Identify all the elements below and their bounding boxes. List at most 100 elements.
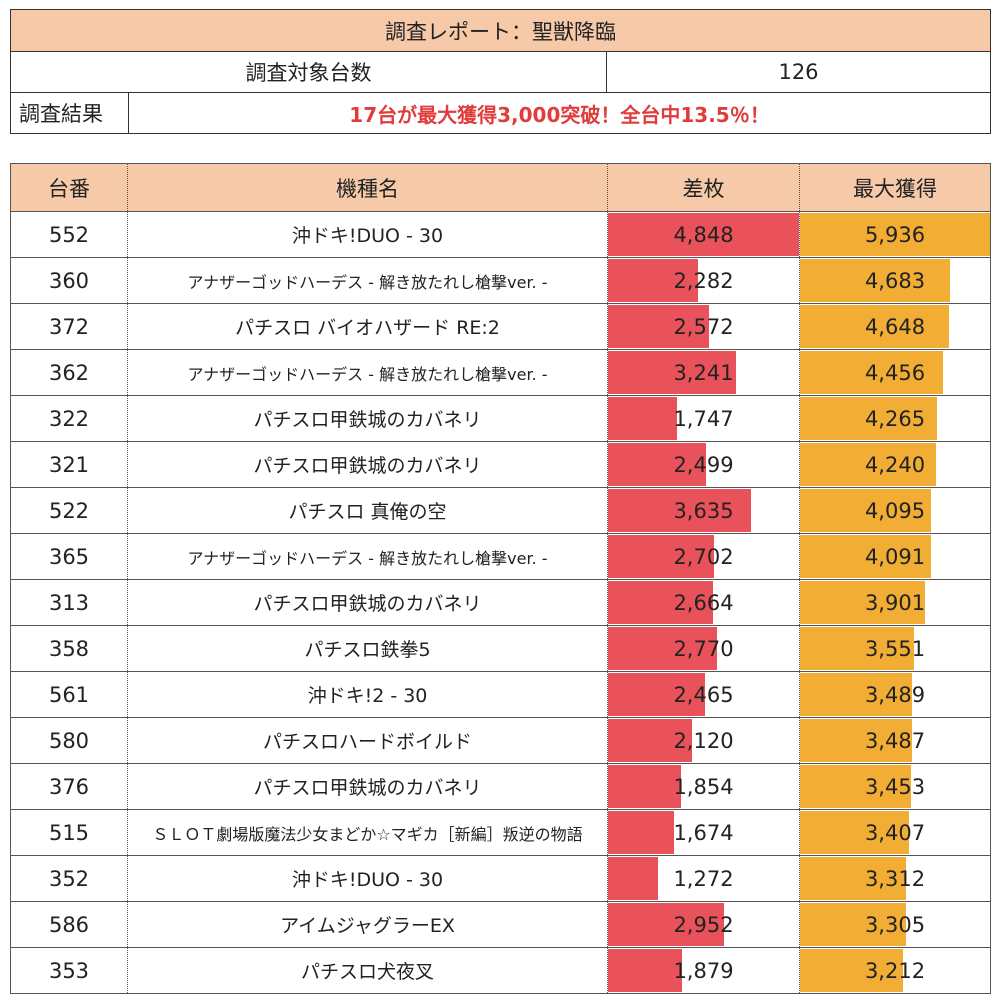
difference-value: 4,848 xyxy=(673,222,734,247)
difference-cell: 2,282 xyxy=(607,257,800,304)
difference-value: 2,499 xyxy=(673,452,734,477)
max-payout-value: 4,648 xyxy=(864,314,926,339)
max-payout-cell: 3,407 xyxy=(799,809,991,856)
difference-bar xyxy=(608,305,710,348)
difference-value: 1,272 xyxy=(673,866,734,891)
column-header-model-name: 機種名 xyxy=(127,163,608,212)
model-name: パチスロ甲鉄城のカバネリ xyxy=(127,395,608,442)
max-payout-bar xyxy=(800,489,932,532)
max-payout-bar xyxy=(800,397,937,440)
max-payout-cell: 3,212 xyxy=(799,947,991,994)
max-payout-cell: 4,648 xyxy=(799,303,991,350)
difference-bar xyxy=(608,443,707,486)
max-payout-value: 3,212 xyxy=(864,958,926,983)
max-payout-cell: 3,551 xyxy=(799,625,991,672)
max-payout-cell: 4,091 xyxy=(799,533,991,580)
model-name: アナザーゴッドハーデス - 解き放たれし槍撃ver. - xyxy=(127,349,608,396)
machine-number: 322 xyxy=(10,395,128,442)
model-name: アナザーゴッドハーデス - 解き放たれし槍撃ver. - xyxy=(127,257,608,304)
machine-number: 362 xyxy=(10,349,128,396)
ranking-header-row: 台番 機種名 差枚 最大獲得 xyxy=(10,163,991,212)
table-row: 561 沖ドキ!2 - 30 2,465 3,489 xyxy=(10,671,991,718)
report-title: 調査レポート：聖獣降臨 xyxy=(9,9,992,52)
difference-value: 2,952 xyxy=(673,912,734,937)
machine-number: 552 xyxy=(10,211,128,258)
difference-bar xyxy=(608,351,736,394)
difference-bar xyxy=(608,765,682,808)
max-payout-value: 3,305 xyxy=(864,912,926,937)
difference-bar xyxy=(608,811,674,854)
max-payout-bar xyxy=(800,213,990,256)
difference-bar xyxy=(608,627,718,670)
difference-cell: 2,770 xyxy=(607,625,800,672)
machine-number: 360 xyxy=(10,257,128,304)
difference-cell: 2,664 xyxy=(607,579,800,626)
model-name: パチスロ犬夜叉 xyxy=(127,947,608,994)
table-row: 360 アナザーゴッドハーデス - 解き放たれし槍撃ver. - 2,282 4,68… xyxy=(10,257,991,304)
table-row: 580 パチスロハードボイルド 2,120 3,487 xyxy=(10,717,991,764)
ranking-body: 552 沖ドキ!DUO - 30 4,848 5,936 360 アナザーゴッドハーデス … xyxy=(10,211,991,994)
difference-cell: 1,854 xyxy=(607,763,800,810)
model-name: パチスロ バイオハザード RE:2 xyxy=(127,303,608,350)
difference-cell: 2,120 xyxy=(607,717,800,764)
machine-number: 358 xyxy=(10,625,128,672)
machine-number: 365 xyxy=(10,533,128,580)
difference-value: 1,854 xyxy=(673,774,734,799)
machine-number: 376 xyxy=(10,763,128,810)
model-name: パチスロ甲鉄城のカバネリ xyxy=(127,441,608,488)
table-row: 313 パチスロ甲鉄城のカバネリ 2,664 3,901 xyxy=(10,579,991,626)
max-payout-value: 3,312 xyxy=(864,866,926,891)
max-payout-bar xyxy=(800,443,936,486)
machine-number: 352 xyxy=(10,855,128,902)
difference-bar xyxy=(608,949,683,992)
difference-value: 2,770 xyxy=(673,636,734,661)
max-payout-bar xyxy=(800,351,943,394)
table-row: 365 アナザーゴッドハーデス - 解き放たれし槍撃ver. - 2,702 4,09… xyxy=(10,533,991,580)
difference-bar xyxy=(608,581,713,624)
table-row: 322 パチスロ甲鉄城のカバネリ 1,747 4,265 xyxy=(10,395,991,442)
table-row: 586 アイムジャグラーEX 2,952 3,305 xyxy=(10,901,991,948)
difference-bar xyxy=(608,535,715,578)
machine-number: 561 xyxy=(10,671,128,718)
max-payout-cell: 5,936 xyxy=(799,211,991,258)
table-row: 522 パチスロ 真俺の空 3,635 4,095 xyxy=(10,487,991,534)
difference-value: 1,674 xyxy=(673,820,734,845)
difference-bar xyxy=(608,719,692,762)
difference-cell: 1,879 xyxy=(607,947,800,994)
difference-value: 2,572 xyxy=(673,314,734,339)
max-payout-cell: 3,305 xyxy=(799,901,991,948)
result-label: 調査結果 xyxy=(10,92,129,134)
max-payout-bar xyxy=(800,719,912,762)
difference-value: 2,664 xyxy=(673,590,734,615)
difference-cell: 1,674 xyxy=(607,809,800,856)
difference-value: 2,120 xyxy=(673,728,734,753)
max-payout-bar xyxy=(800,903,906,946)
difference-cell: 3,241 xyxy=(607,349,800,396)
difference-cell: 1,747 xyxy=(607,395,800,442)
table-row: 321 パチスロ甲鉄城のカバネリ 2,499 4,240 xyxy=(10,441,991,488)
model-name: アイムジャグラーEX xyxy=(127,901,608,948)
machine-number: 353 xyxy=(10,947,128,994)
max-payout-cell: 3,901 xyxy=(799,579,991,626)
max-payout-bar xyxy=(800,673,912,716)
column-header-max-payout: 最大獲得 xyxy=(799,163,991,212)
model-name: パチスロ甲鉄城のカバネリ xyxy=(127,763,608,810)
max-payout-cell: 4,456 xyxy=(799,349,991,396)
table-row: 352 沖ドキ!DUO - 30 1,272 3,312 xyxy=(10,855,991,902)
report-summary: 調査レポート：聖獣降臨 調査対象台数 126 調査結果 17台が最大獲得3,00… xyxy=(9,9,992,134)
max-payout-value: 4,240 xyxy=(864,452,926,477)
max-payout-cell: 3,312 xyxy=(799,855,991,902)
difference-bar xyxy=(608,673,706,716)
model-name: パチスロハードボイルド xyxy=(127,717,608,764)
max-payout-bar xyxy=(800,857,907,900)
machine-number: 522 xyxy=(10,487,128,534)
difference-cell: 2,702 xyxy=(607,533,800,580)
table-row: 372 パチスロ バイオハザード RE:2 2,572 4,648 xyxy=(10,303,991,350)
table-row: 362 アナザーゴッドハーデス - 解き放たれし槍撃ver. - 3,241 4,45… xyxy=(10,349,991,396)
max-payout-value: 4,095 xyxy=(864,498,926,523)
model-name: パチスロ鉄拳5 xyxy=(127,625,608,672)
max-payout-bar xyxy=(800,949,903,992)
difference-bar xyxy=(608,213,799,256)
machine-number: 313 xyxy=(10,579,128,626)
difference-value: 3,635 xyxy=(673,498,734,523)
